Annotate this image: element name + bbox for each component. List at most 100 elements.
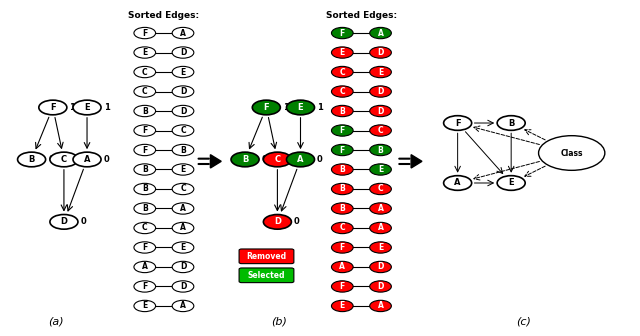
Circle shape: [172, 222, 194, 234]
Circle shape: [172, 203, 194, 214]
Text: A: A: [378, 301, 383, 310]
Circle shape: [332, 222, 353, 234]
Circle shape: [332, 67, 353, 78]
Text: F: F: [455, 119, 460, 128]
Polygon shape: [411, 155, 422, 168]
Circle shape: [332, 203, 353, 214]
Text: C: C: [142, 223, 148, 233]
Text: B: B: [339, 184, 345, 194]
Circle shape: [370, 242, 392, 253]
Text: F: F: [340, 126, 345, 135]
Circle shape: [370, 67, 392, 78]
Circle shape: [332, 261, 353, 272]
Text: Class: Class: [561, 149, 583, 158]
Circle shape: [134, 300, 156, 311]
Circle shape: [332, 144, 353, 156]
Circle shape: [172, 144, 194, 156]
Circle shape: [264, 214, 291, 229]
Text: 0: 0: [262, 155, 268, 164]
Text: F: F: [142, 145, 147, 155]
Circle shape: [39, 100, 67, 115]
Text: F: F: [340, 145, 345, 155]
Text: D: D: [378, 87, 384, 96]
Circle shape: [50, 214, 78, 229]
Text: C: C: [378, 184, 383, 194]
Text: 1: 1: [317, 103, 323, 112]
Text: Sorted Edges:: Sorted Edges:: [326, 11, 397, 20]
Text: 0: 0: [294, 217, 300, 226]
Circle shape: [50, 152, 78, 167]
Circle shape: [172, 183, 194, 195]
Text: F: F: [340, 29, 345, 38]
Text: F: F: [142, 282, 147, 291]
Text: F: F: [340, 282, 345, 291]
Text: (a): (a): [48, 316, 63, 326]
Circle shape: [332, 106, 353, 117]
Text: B: B: [378, 145, 383, 155]
Text: B: B: [142, 204, 148, 213]
Circle shape: [134, 67, 156, 78]
Circle shape: [370, 281, 392, 292]
Circle shape: [370, 144, 392, 156]
Text: C: C: [339, 68, 345, 77]
Text: E: E: [378, 165, 383, 174]
Text: (c): (c): [516, 316, 531, 326]
FancyBboxPatch shape: [239, 249, 294, 264]
Text: D: D: [378, 107, 384, 116]
Text: 0: 0: [317, 155, 323, 164]
Circle shape: [172, 27, 194, 39]
Circle shape: [172, 300, 194, 311]
Circle shape: [134, 47, 156, 58]
Text: A: A: [180, 223, 186, 233]
Text: E: E: [180, 165, 186, 174]
Text: C: C: [339, 223, 345, 233]
Text: F: F: [142, 243, 147, 252]
Text: D: D: [180, 282, 186, 291]
Text: E: E: [340, 48, 345, 57]
Text: D: D: [274, 217, 281, 226]
Text: C: C: [180, 126, 186, 135]
Text: 0: 0: [81, 217, 86, 226]
Text: F: F: [340, 243, 345, 252]
Circle shape: [332, 125, 353, 136]
Text: 1: 1: [294, 155, 300, 164]
Circle shape: [17, 152, 45, 167]
Circle shape: [332, 300, 353, 311]
Circle shape: [497, 116, 525, 130]
Text: E: E: [378, 243, 383, 252]
Text: D: D: [378, 262, 384, 271]
Text: B: B: [508, 119, 515, 128]
Circle shape: [172, 281, 194, 292]
Text: B: B: [242, 155, 248, 164]
Text: E: E: [180, 243, 186, 252]
Text: D: D: [180, 262, 186, 271]
Circle shape: [134, 106, 156, 117]
Circle shape: [287, 100, 314, 115]
Text: D: D: [180, 87, 186, 96]
Text: A: A: [180, 29, 186, 38]
Circle shape: [539, 136, 605, 170]
Circle shape: [172, 242, 194, 253]
Text: A: A: [339, 262, 345, 271]
Circle shape: [172, 86, 194, 97]
Text: A: A: [297, 155, 304, 164]
Circle shape: [134, 261, 156, 272]
Text: B: B: [142, 165, 148, 174]
Text: E: E: [378, 68, 383, 77]
Text: Selected: Selected: [248, 271, 285, 280]
Circle shape: [73, 100, 101, 115]
Text: F: F: [264, 103, 269, 112]
Circle shape: [370, 222, 392, 234]
Text: D: D: [60, 217, 67, 226]
Circle shape: [73, 152, 101, 167]
Circle shape: [134, 125, 156, 136]
Text: B: B: [180, 145, 186, 155]
Circle shape: [370, 125, 392, 136]
Circle shape: [134, 86, 156, 97]
Text: (b): (b): [271, 316, 287, 326]
Text: B: B: [28, 155, 35, 164]
Text: E: E: [142, 301, 147, 310]
Circle shape: [370, 86, 392, 97]
Text: F: F: [50, 103, 56, 112]
Text: Sorted Edges:: Sorted Edges:: [128, 11, 200, 20]
